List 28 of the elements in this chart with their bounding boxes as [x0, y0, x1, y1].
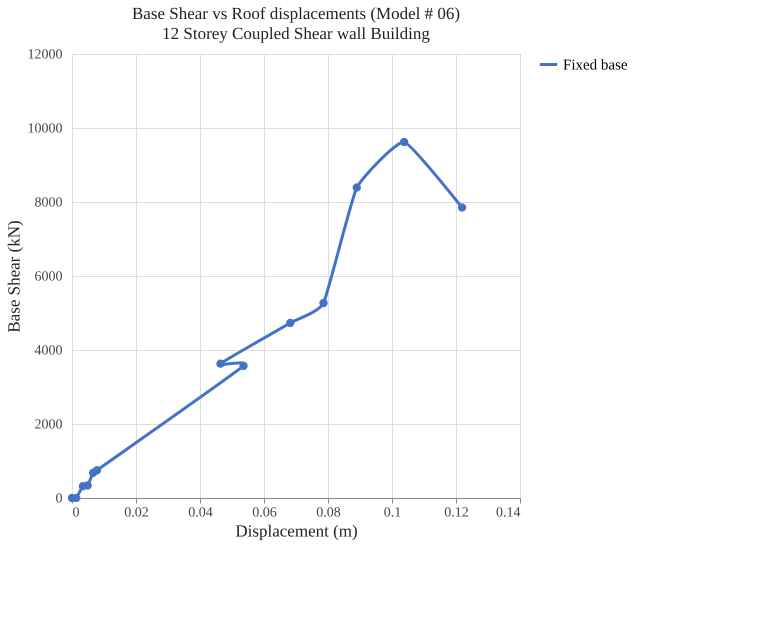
- y-tick-label: 2000: [34, 418, 62, 432]
- point: [400, 138, 408, 146]
- x-tick-label: 0.02: [124, 506, 149, 520]
- y-tick-label: 6000: [34, 270, 62, 284]
- legend-label: Fixed base: [563, 58, 628, 74]
- point: [352, 183, 361, 192]
- chart-title: Base Shear vs Roof displacements (Model # 06): [132, 4, 460, 23]
- x-tick-label: 0.14: [496, 506, 520, 520]
- x-tick-label: 0.12: [444, 506, 469, 520]
- x-axis-title: Displacement (m): [235, 522, 358, 540]
- point: [216, 360, 225, 368]
- point: [239, 362, 248, 370]
- point: [92, 466, 102, 474]
- x-tick-label: 0: [72, 506, 80, 520]
- chart-subtitle: 12 Storey Coupled Shear wall Building: [162, 24, 430, 43]
- point: [286, 318, 294, 328]
- y-axis-title: Base Shear (kN): [4, 220, 24, 333]
- y-tick-label: 10000: [28, 122, 62, 136]
- x-tick-label: 0.06: [252, 506, 277, 520]
- y-tick-label: 12000: [28, 48, 62, 62]
- x-tick-label: 0.04: [188, 506, 213, 520]
- x-tick-label: 0.1: [384, 506, 402, 520]
- point: [319, 298, 328, 308]
- y-tick-label: 0: [56, 492, 62, 506]
- y-tick-label: 8000: [34, 196, 62, 210]
- point: [458, 203, 466, 212]
- y-tick-label: 4000: [34, 344, 62, 358]
- x-tick-label: 0.08: [316, 506, 341, 520]
